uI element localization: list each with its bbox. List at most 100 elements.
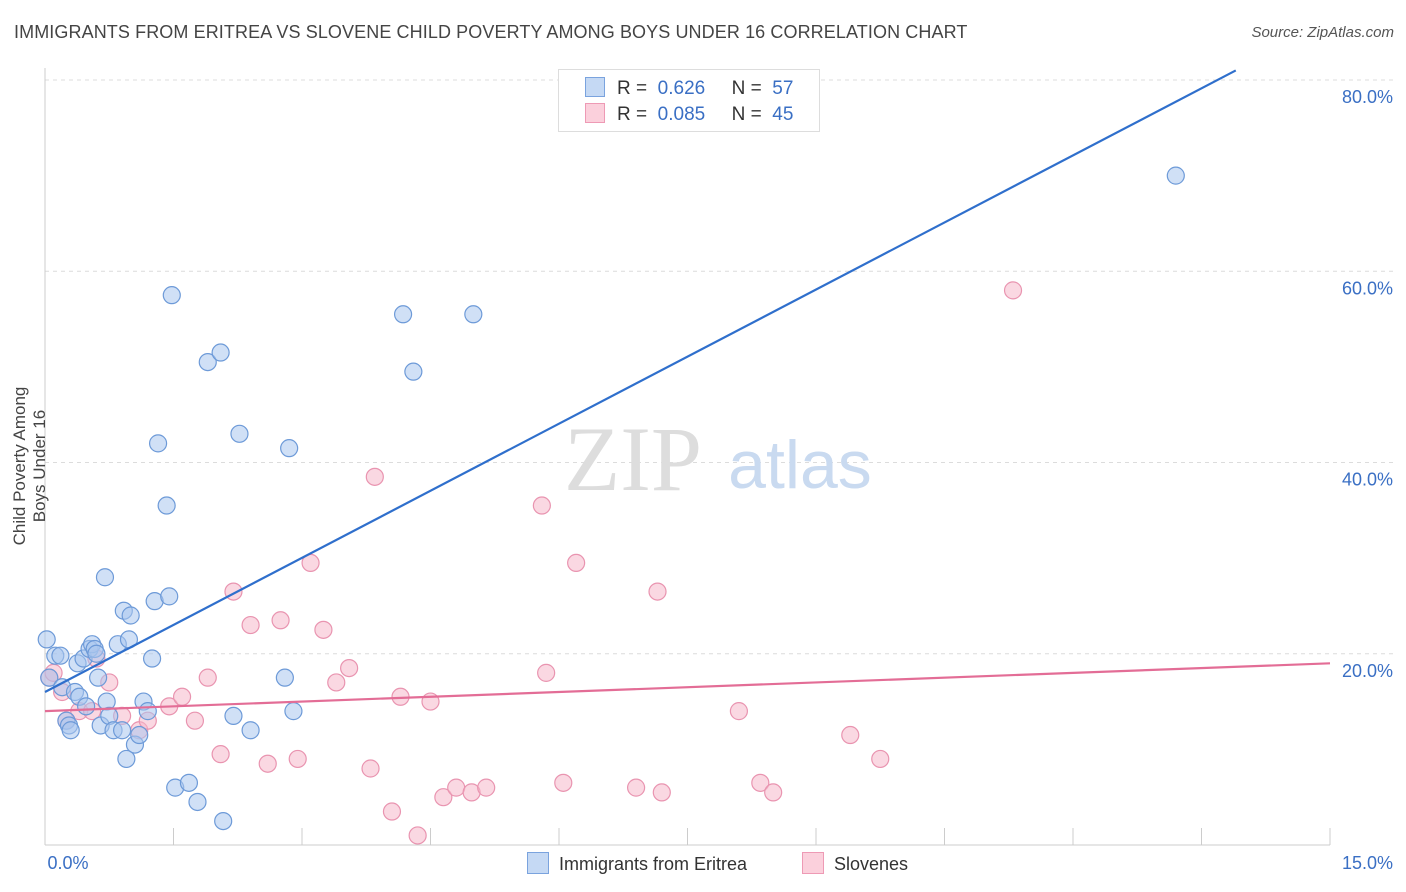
- eritrea-trend-line: [44, 69, 1237, 693]
- slovenes-point: [185, 711, 205, 730]
- slovenes-point: [751, 773, 770, 792]
- eritrea-point: [142, 649, 162, 668]
- slovenes-point: [361, 759, 380, 778]
- eritrea-point: [404, 362, 423, 381]
- eritrea-point: [464, 305, 483, 324]
- slovenes-point: [340, 658, 359, 678]
- slovenes-point: [841, 725, 860, 745]
- eritrea-point: [1166, 166, 1185, 185]
- eritrea-point: [241, 721, 260, 740]
- slovenes-point: [652, 783, 671, 802]
- x-tick-label-min: 0.0%: [47, 853, 88, 873]
- slovenes-trend-line: [44, 662, 1331, 713]
- slovenes-point: [477, 778, 496, 797]
- watermark-zip: ZIP: [564, 408, 702, 510]
- eritrea-point: [179, 773, 199, 792]
- eritrea-point: [77, 697, 96, 716]
- chart-title: IMMIGRANTS FROM ERITREA VS SLOVENE CHILD…: [14, 22, 968, 42]
- legend-r-value-slovenes: 0.085: [657, 104, 706, 125]
- eritrea-point: [284, 702, 303, 721]
- eritrea-point: [121, 606, 140, 625]
- y-axis-label: Child Poverty Among Boys Under 16: [10, 386, 49, 546]
- y-tick-label: 80.0%: [1342, 87, 1393, 107]
- watermark-atlas: atlas: [728, 427, 872, 503]
- slovenes-point: [198, 668, 217, 687]
- slovenes-point: [1003, 281, 1023, 300]
- legend-swatch-pink: [585, 103, 605, 123]
- slovenes-point: [648, 582, 667, 601]
- slovenes-point: [537, 663, 556, 682]
- bottom-legend-eritrea: Immigrants from Eritrea: [527, 852, 747, 875]
- bottom-legend-swatch-blue: [527, 852, 549, 874]
- eritrea-point: [160, 587, 179, 606]
- legend-swatch-blue: [585, 77, 605, 97]
- axes: [44, 68, 1331, 846]
- legend-r-label: R =: [617, 78, 648, 99]
- slovenes-point: [288, 749, 307, 769]
- slovenes-point: [172, 687, 192, 706]
- correlation-legend: R = 0.626 N = 57 R = 0.085 N = 45: [558, 69, 820, 132]
- bottom-legend-label-eritrea: Immigrants from Eritrea: [559, 854, 748, 874]
- eritrea-point: [117, 749, 136, 769]
- eritrea-point: [214, 811, 233, 831]
- slovenes-point: [327, 673, 346, 692]
- eritrea-point: [157, 496, 176, 515]
- eritrea-point: [393, 305, 413, 324]
- slovenes-point: [211, 745, 230, 764]
- legend-row-slovenes: R = 0.085 N = 45: [585, 103, 793, 127]
- slovenes-point: [365, 467, 384, 486]
- slovenes-point: [434, 788, 453, 807]
- tick-labels: 20.0% 40.0% 60.0% 80.0% 0.0% 15.0%: [47, 87, 1393, 873]
- slovenes-point: [271, 611, 290, 630]
- eritrea-point: [188, 792, 207, 812]
- legend-r-label: R =: [617, 104, 648, 125]
- eritrea-point: [162, 286, 181, 305]
- slovenes-points: [40, 281, 1023, 845]
- eritrea-point: [95, 568, 115, 587]
- y-tick-label: 40.0%: [1342, 470, 1393, 490]
- legend-n-label: N =: [731, 78, 762, 99]
- slovenes-point: [764, 783, 783, 802]
- eritrea-point: [40, 668, 59, 687]
- legend-n-value-eritrea: 57: [772, 78, 794, 99]
- slovenes-point: [729, 702, 749, 721]
- eritrea-point: [61, 721, 80, 740]
- slovenes-point: [532, 496, 551, 515]
- y-tick-label: 20.0%: [1342, 661, 1393, 681]
- eritrea-point: [130, 725, 149, 745]
- eritrea-point: [51, 646, 70, 665]
- eritrea-point: [89, 668, 108, 687]
- eritrea-point: [280, 439, 299, 458]
- legend-r-value-eritrea: 0.626: [657, 78, 706, 99]
- slovenes-point: [447, 778, 466, 797]
- trend-lines: [44, 69, 1331, 713]
- slovenes-point: [241, 615, 260, 635]
- slovenes-point: [314, 620, 333, 639]
- source-label: Source: ZipAtlas.com: [1251, 24, 1394, 41]
- eritrea-point: [198, 352, 217, 372]
- eritrea-points: [37, 166, 1185, 831]
- bottom-legend-label-slovenes: Slovenes: [834, 854, 909, 874]
- legend-n-value-slovenes: 45: [772, 104, 794, 125]
- slovenes-point: [382, 802, 402, 821]
- eritrea-point: [224, 706, 243, 726]
- eritrea-point: [148, 434, 168, 453]
- slovenes-point: [554, 773, 573, 792]
- slovenes-point: [408, 826, 427, 845]
- x-tick-label-max: 15.0%: [1342, 853, 1393, 873]
- eritrea-point: [87, 644, 106, 663]
- eritrea-point: [211, 343, 230, 362]
- slovenes-point: [871, 749, 890, 769]
- slovenes-point: [626, 778, 646, 797]
- eritrea-point: [138, 702, 157, 721]
- gridlines: [45, 79, 1395, 655]
- eritrea-point: [37, 630, 56, 649]
- legend-n-label: N =: [731, 104, 762, 125]
- bottom-legend-slovenes: Slovenes: [802, 852, 908, 875]
- watermark: ZIP atlas: [564, 408, 872, 510]
- eritrea-point: [230, 424, 249, 443]
- y-tick-label: 60.0%: [1342, 278, 1393, 298]
- slovenes-point: [258, 754, 277, 773]
- legend-row-eritrea: R = 0.626 N = 57: [585, 77, 793, 101]
